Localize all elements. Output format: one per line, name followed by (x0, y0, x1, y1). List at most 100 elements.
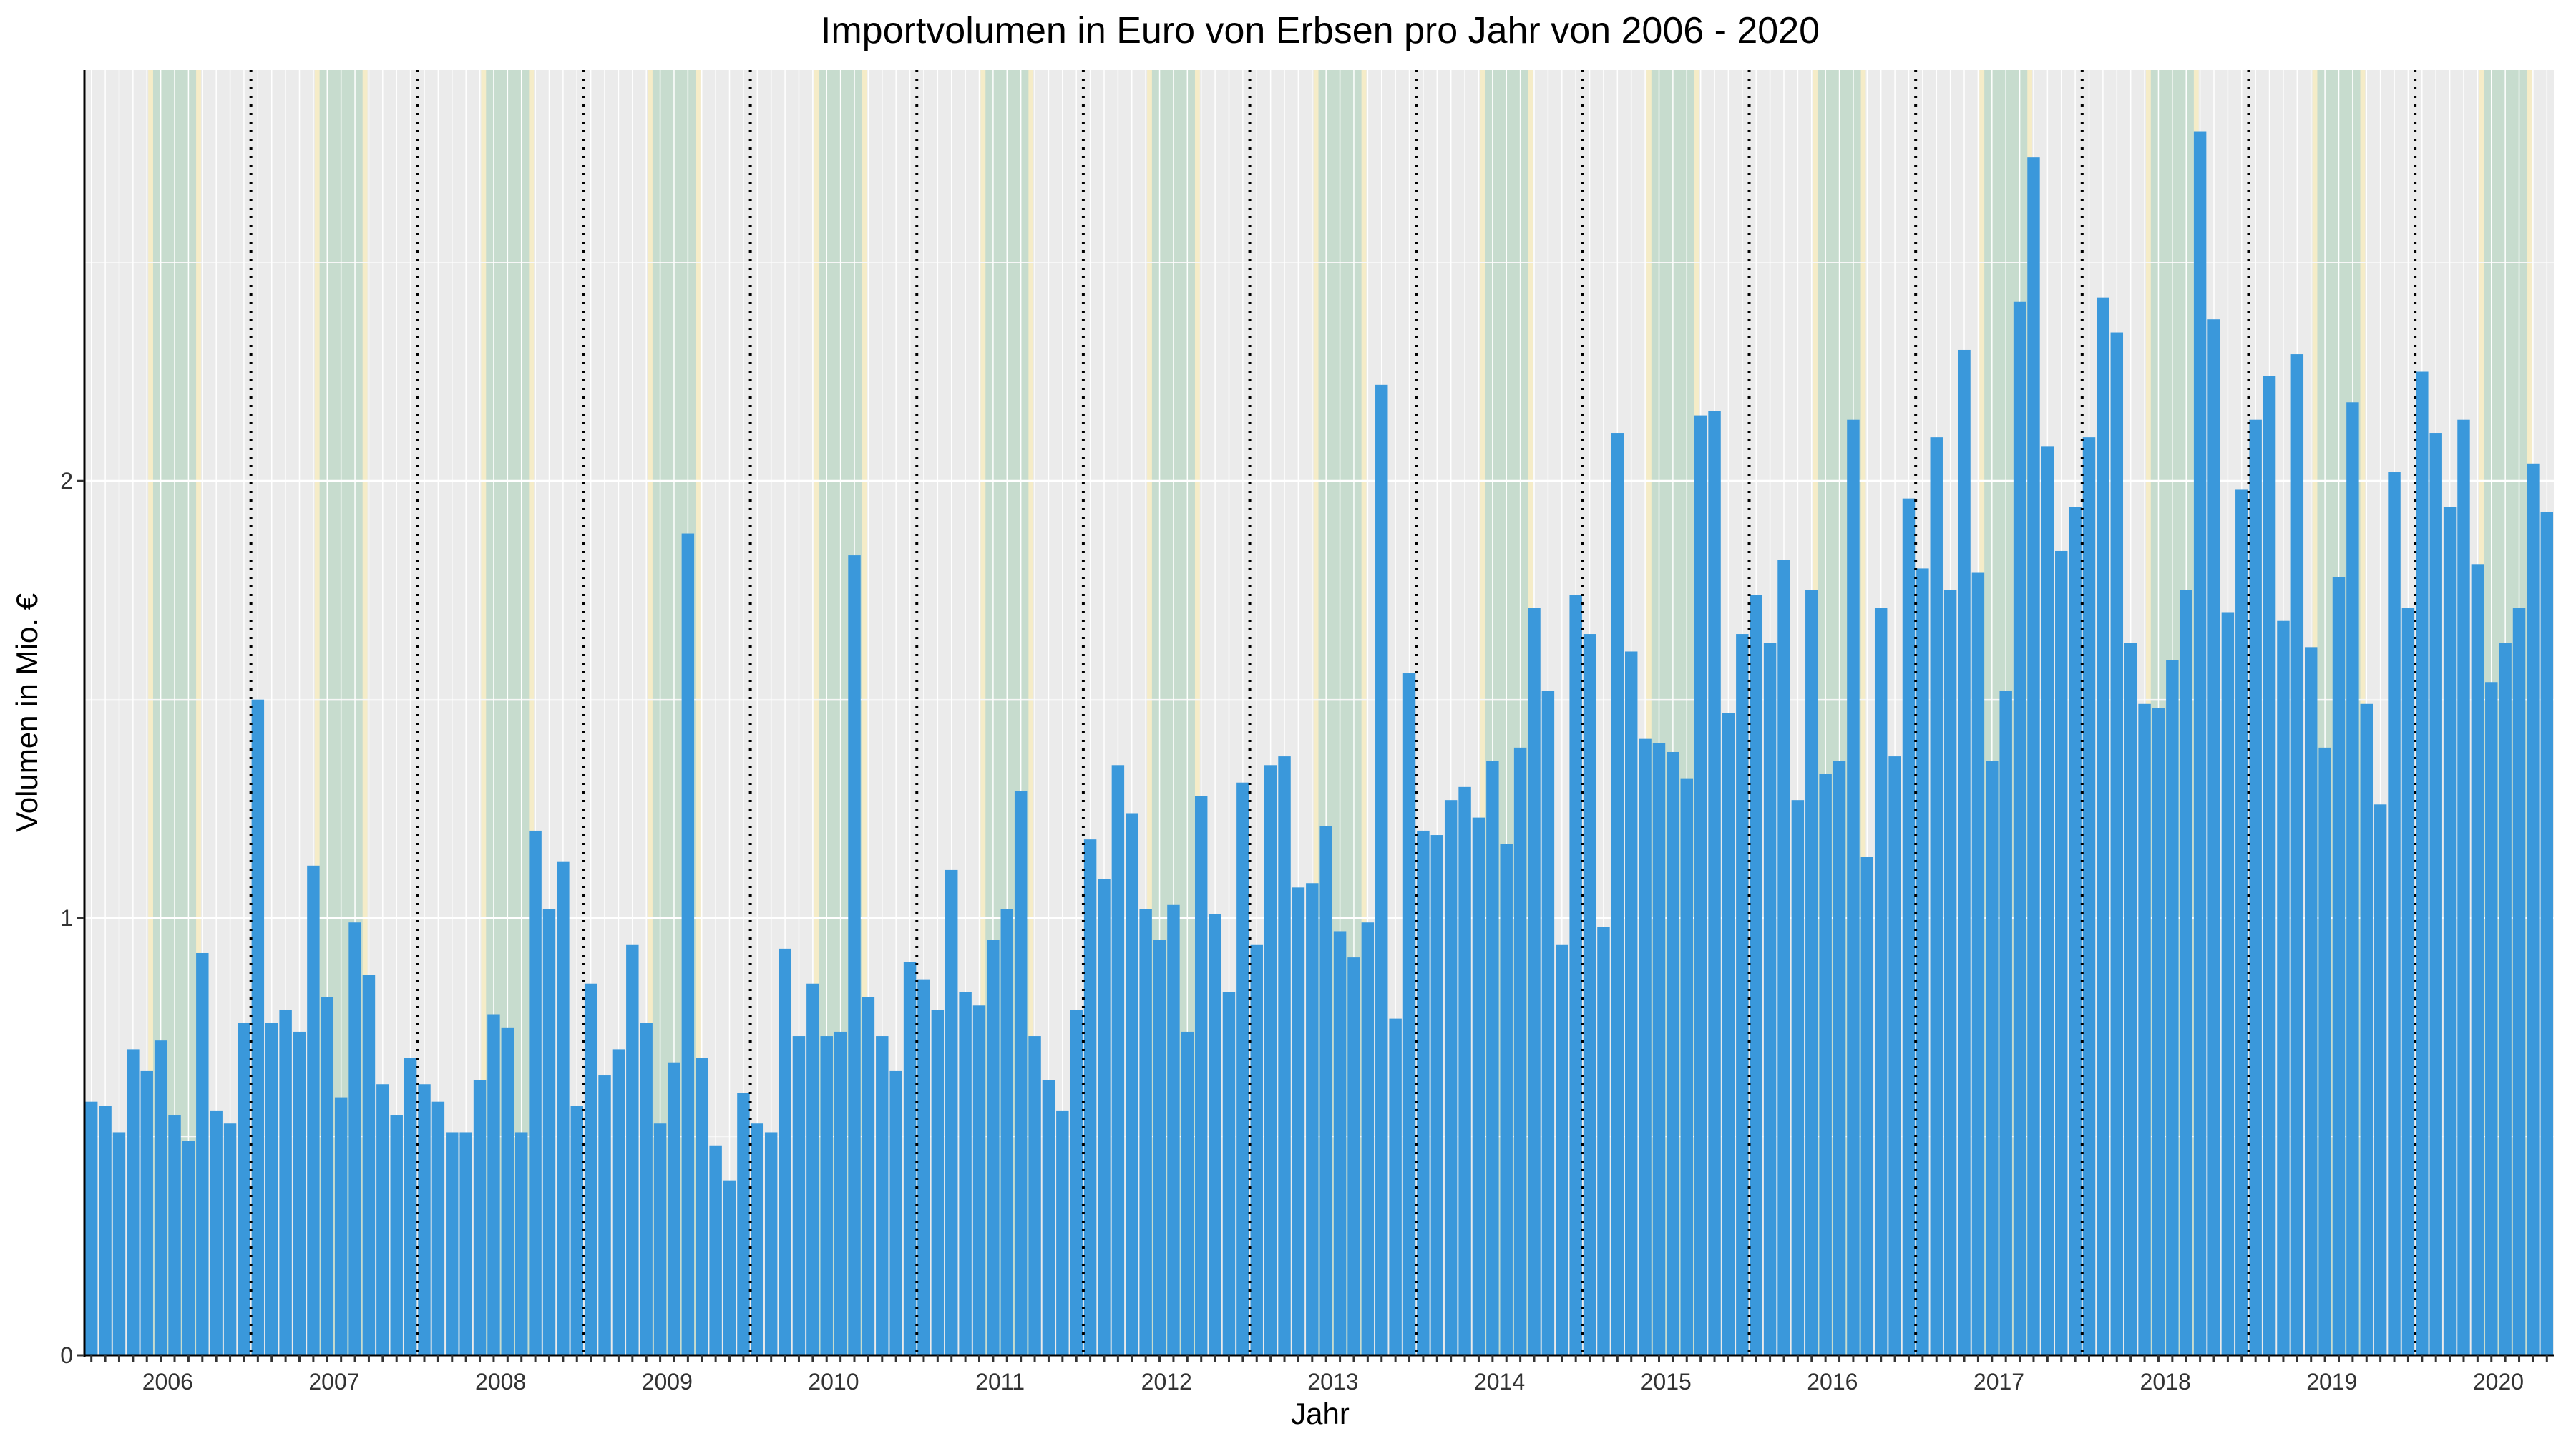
y-tick-label: 1 (60, 905, 73, 931)
bar (1667, 751, 1679, 1355)
bar (1833, 761, 1846, 1355)
bar (876, 1036, 889, 1355)
bar (862, 997, 875, 1355)
bar (1056, 1110, 1069, 1355)
bar (2443, 507, 2457, 1356)
bar (446, 1132, 459, 1355)
bar (1624, 651, 1638, 1355)
bar (2373, 804, 2387, 1355)
bar (2485, 682, 2498, 1355)
bar (1513, 747, 1527, 1355)
bar (987, 940, 1000, 1355)
bar (418, 1084, 431, 1355)
bar (1958, 349, 1971, 1356)
bar (1556, 944, 1568, 1355)
bar (1694, 415, 1707, 1355)
bar (2082, 437, 2096, 1356)
bar (626, 944, 639, 1355)
x-tick-label: 2012 (1141, 1369, 1192, 1395)
bar (570, 1106, 583, 1355)
bar (1306, 883, 1319, 1355)
bar (2221, 612, 2235, 1355)
bar (668, 1062, 680, 1355)
bar (1874, 608, 1888, 1356)
bar (1333, 931, 1347, 1355)
bar (1708, 411, 1721, 1356)
bar (834, 1031, 847, 1355)
bar (168, 1115, 181, 1355)
bar (1819, 774, 1832, 1355)
bar (1902, 498, 1916, 1355)
y-tick-label: 0 (60, 1342, 73, 1368)
x-tick-label: 2008 (475, 1369, 526, 1395)
bar (1139, 909, 1152, 1355)
bar (2346, 402, 2359, 1355)
bar (404, 1058, 417, 1355)
bar (2540, 511, 2554, 1356)
bar (1500, 844, 1513, 1355)
chart-title: Importvolumen in Euro von Erbsen pro Jah… (821, 10, 1820, 52)
bar (709, 1145, 722, 1355)
bar (1181, 1031, 1194, 1355)
bar (1236, 782, 1249, 1355)
bar (390, 1115, 403, 1355)
bar (681, 533, 695, 1356)
bar (1126, 813, 1138, 1355)
y-tick-label: 2 (60, 468, 73, 494)
bar (140, 1070, 153, 1355)
bar (557, 861, 570, 1355)
bar (945, 869, 958, 1355)
bar (321, 997, 334, 1355)
bar (792, 1036, 806, 1355)
bar (2207, 319, 2220, 1355)
bar (1611, 433, 1624, 1356)
x-tick-label: 2007 (308, 1369, 359, 1395)
bar (1763, 643, 1777, 1355)
bar (1375, 384, 1388, 1356)
bar (362, 975, 376, 1355)
bar (2304, 647, 2318, 1355)
bar (2041, 446, 2054, 1355)
bar (917, 979, 930, 1355)
bar (1222, 992, 1236, 1355)
bar (1458, 786, 1471, 1355)
bar (2416, 371, 2429, 1355)
bar (584, 983, 597, 1355)
bar (2110, 332, 2124, 1355)
bar (1042, 1080, 1055, 1355)
bar (1111, 765, 1125, 1355)
bar (2055, 550, 2068, 1355)
bar (2429, 433, 2442, 1356)
bar (1430, 835, 1444, 1355)
bar (2013, 301, 2026, 1356)
bar (2290, 354, 2304, 1355)
bar (279, 1010, 292, 1355)
x-tick-label: 2010 (808, 1369, 859, 1395)
bar (2235, 489, 2248, 1355)
x-tick-label: 2015 (1641, 1369, 1692, 1395)
bar (1417, 830, 1430, 1355)
bar (1639, 738, 1652, 1355)
bar (2360, 703, 2373, 1355)
bar (2097, 297, 2109, 1355)
bar (1750, 595, 1762, 1355)
bar (1860, 857, 1874, 1355)
x-tick-label: 2013 (1307, 1369, 1358, 1395)
bar (2152, 708, 2165, 1355)
bar (1361, 922, 1375, 1355)
bar (2512, 608, 2526, 1356)
bar (223, 1123, 237, 1355)
bar (487, 1014, 500, 1355)
bar (1347, 957, 1360, 1355)
x-tick-label: 2014 (1474, 1369, 1525, 1395)
bar (307, 865, 320, 1355)
bar (1389, 1018, 1402, 1355)
bar (1486, 761, 1499, 1355)
x-tick-label: 2018 (2140, 1369, 2191, 1395)
bar (2457, 419, 2470, 1355)
bar (2401, 608, 2415, 1356)
bar (1250, 944, 1263, 1355)
bar (501, 1027, 514, 1355)
x-tick-label: 2016 (1807, 1369, 1858, 1395)
